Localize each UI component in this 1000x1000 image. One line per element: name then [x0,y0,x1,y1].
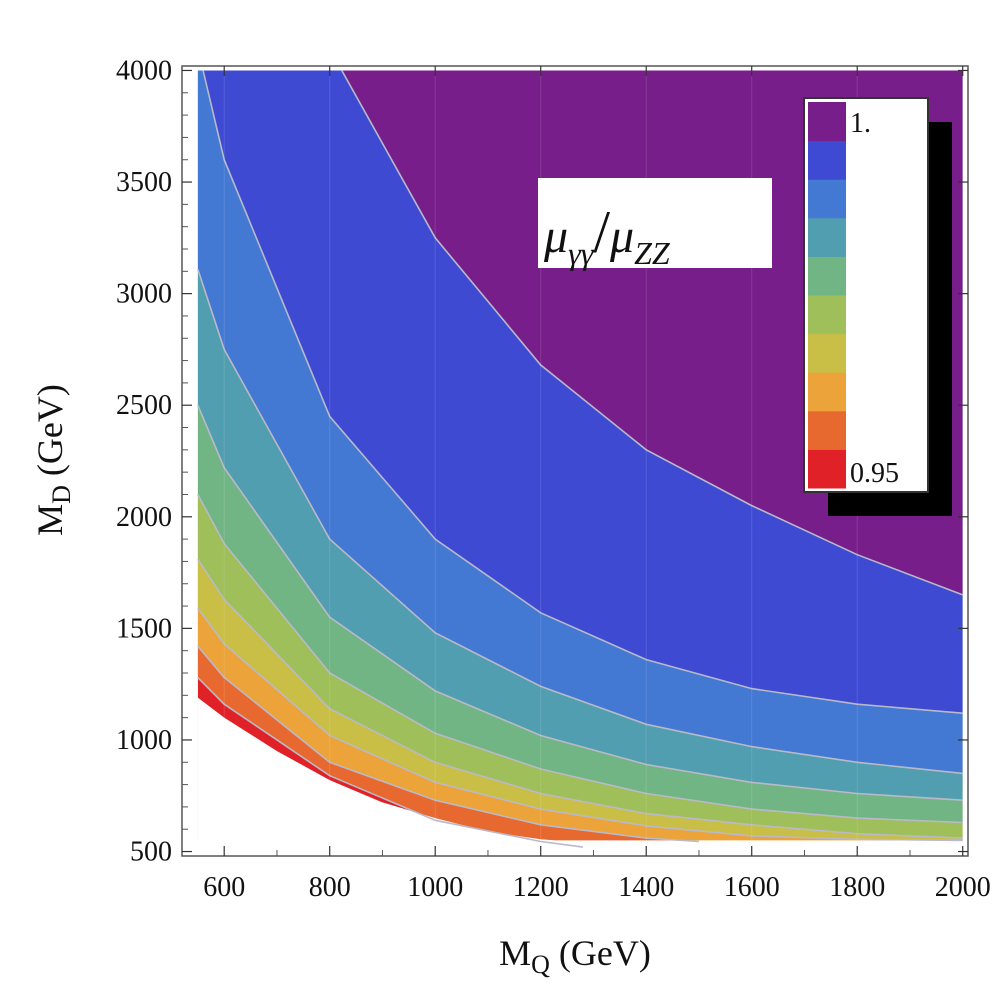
contour-line-0.985 [197,268,963,775]
inset-label: μγγ/μZZ [543,199,671,271]
legend-top-label: 1. [850,108,871,139]
x-axis-title: MQ (GeV) [499,933,651,979]
y-axis-title: MD (GeV) [30,384,76,536]
legend-swatch-1 [808,410,846,450]
y-tick-label-2500: 2500 [116,390,172,421]
y-axis-title-sub: D [47,485,76,504]
legend-swatch-8 [808,140,846,180]
excluded-right [962,66,968,856]
y-tick-label-1500: 1500 [116,613,172,644]
inset-label-mu2: μ [609,210,634,263]
legend-swatch-2 [808,372,846,412]
x-tick-label-1400: 1400 [618,872,674,903]
x-tick-label-1200: 1200 [513,872,569,903]
legend-bottom-label: 0.95 [850,458,899,489]
legend-swatches [808,102,846,489]
plot-frame [181,65,969,857]
y-tick-label-1000: 1000 [116,725,172,756]
contour-line-0.995 [341,70,963,596]
contour-line-0.975 [197,494,963,824]
inset-label-mu: μ [543,210,568,263]
excluded-bottom [182,840,968,856]
contour-line-0.98 [197,404,963,801]
legend-swatch-6 [808,217,846,257]
excluded-region [182,66,968,856]
y-tick-label-3500: 3500 [116,167,172,198]
y-tick-label-4000: 4000 [116,55,172,86]
x-axis-title-main: M [499,933,531,973]
contour-line-0.955 [197,676,584,848]
x-tick-label-600: 600 [203,872,245,903]
legend-swatch-4 [808,295,846,335]
x-axis-title-unit: (GeV) [550,933,651,973]
x-tick-label-800: 800 [309,872,351,903]
legend: 1. 0.95 [803,97,952,516]
x-tick-label-1600: 1600 [724,872,780,903]
x-axis-ticks: 600 800 1000 1200 1400 1600 1800 2000 [203,66,991,903]
y-axis-title-unit: (GeV) [30,384,70,485]
inset-label-sub1: γγ [568,235,595,271]
contour-line-0.96 [197,645,700,843]
legend-swatch-3 [808,333,846,373]
inset-label-sub2: ZZ [634,235,671,271]
excluded-top [182,66,968,71]
contour-line-0.97 [197,558,963,839]
excluded-lower-left [197,697,583,856]
contour-lines [197,70,963,848]
y-tick-label-2000: 2000 [116,502,172,533]
inset-label-box: μγγ/μZZ [538,178,772,271]
legend-swatch-7 [808,179,846,219]
x-tick-label-1000: 1000 [407,872,463,903]
inset-label-slash: / [593,199,610,265]
y-axis-ticks: 500 1000 1500 2000 2500 3000 3500 4000 [116,55,968,868]
contour-line-0.99 [202,70,963,714]
x-tick-label-1800: 1800 [829,872,885,903]
y-tick-label-3000: 3000 [116,279,172,310]
y-tick-label-500: 500 [130,837,172,868]
legend-swatch-9 [808,102,846,142]
legend-swatch-0 [808,449,846,489]
excluded-left [182,66,198,856]
contour-line-0.965 [197,607,963,842]
x-tick-label-2000: 2000 [935,872,991,903]
y-axis-title-main: M [30,504,70,536]
x-axis-title-sub: Q [531,950,550,979]
legend-swatch-5 [808,256,846,296]
